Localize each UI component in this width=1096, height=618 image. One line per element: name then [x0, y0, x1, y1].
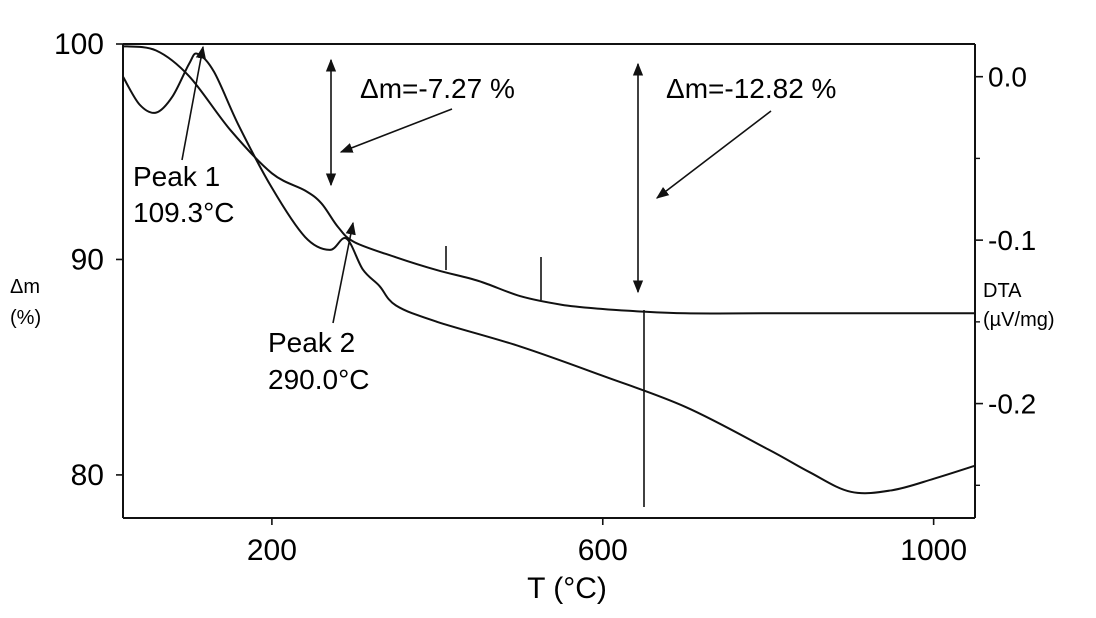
- x-axis-title: T (°C): [527, 572, 607, 605]
- peak2-pointer: [332, 221, 356, 324]
- pointer-arrow-2: [655, 110, 772, 199]
- y2-tick-label: 0.0: [988, 62, 1027, 93]
- mass-loss-label-2: Δm=-12.82 %: [666, 73, 836, 104]
- peak2-temp: 290.0°C: [268, 364, 370, 395]
- y2-axis-title: DTA: [983, 280, 1022, 302]
- y-tick-label: 100: [54, 28, 104, 61]
- mass-curve: [122, 45, 975, 315]
- x-tick-label: 600: [578, 534, 628, 567]
- x-tick-label: 1000: [900, 534, 967, 567]
- y-tick-label: 80: [71, 459, 104, 492]
- mass-loss-label-1: Δm=-7.27 %: [360, 73, 515, 104]
- y2-tick-label: -0.1: [988, 225, 1036, 256]
- pointer-arrow-1: [339, 108, 453, 153]
- y-axis-title: Δm: [10, 276, 40, 298]
- peak1-label: Peak 1: [133, 161, 220, 192]
- peak1-temp: 109.3°C: [133, 197, 235, 228]
- peak1-pointer: [181, 45, 206, 161]
- peak2-label: Peak 2: [268, 327, 355, 358]
- y-axis-title-unit: (%): [10, 307, 41, 329]
- y2-axis-title-unit: (µV/mg): [983, 309, 1055, 331]
- y-tick-label: 90: [71, 243, 104, 276]
- y2-tick-label: -0.2: [988, 389, 1036, 420]
- ticks-group: 200 600 1000 80 90 100 0.0 -0.1 -0.2: [54, 28, 1036, 567]
- series-group: [122, 45, 976, 495]
- dta-curve: [122, 52, 976, 495]
- x-tick-label: 200: [247, 534, 297, 567]
